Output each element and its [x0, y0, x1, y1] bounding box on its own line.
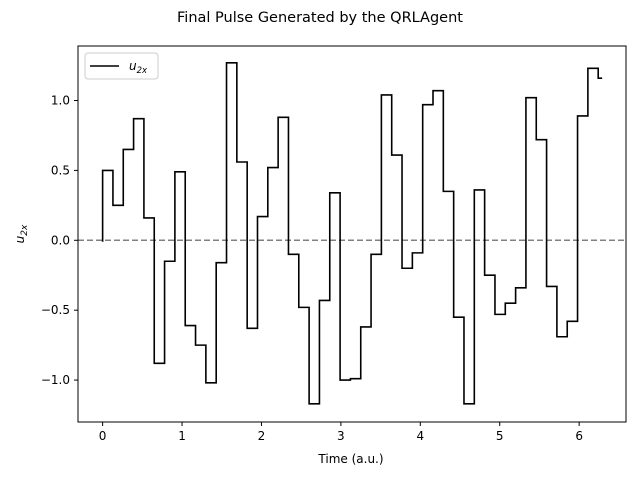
plot-area — [78, 61, 626, 405]
y-axis-title-main: u — [13, 235, 27, 243]
legend-label: u2x — [129, 59, 148, 76]
axes: 0 1 2 3 4 5 6 −1.0 −0.5 0.0 0.5 1.0 — [41, 45, 627, 443]
y-tick-label: 0.0 — [51, 233, 70, 247]
legend-label-main: u — [129, 59, 137, 73]
series-0 — [101, 61, 603, 405]
y-axis-title: u2x — [13, 224, 30, 243]
x-tick-label: 0 — [99, 429, 107, 443]
y-tick-label: −1.0 — [41, 373, 70, 387]
x-tick-label: 6 — [575, 429, 583, 443]
legend-box — [84, 52, 159, 80]
y-tick-label: 0.5 — [51, 163, 70, 177]
series-step-line — [101, 61, 603, 405]
x-tick-label: 2 — [258, 429, 266, 443]
y-tick-label: −0.5 — [41, 303, 70, 317]
chart-title: Final Pulse Generated by the QRLAgent — [177, 10, 463, 26]
legend-label-sub: 2x — [137, 66, 148, 76]
x-axis-title: Time (a.u.) — [317, 452, 383, 466]
x-tick-label: 5 — [496, 429, 504, 443]
x-tick-label: 3 — [337, 429, 345, 443]
y-tick-label: 1.0 — [51, 94, 70, 108]
x-tick-label: 4 — [416, 429, 424, 443]
axes-frame — [77, 45, 627, 423]
y-axis-title-sub: 2x — [20, 224, 30, 236]
x-tick-label: 1 — [178, 429, 186, 443]
legend: u2x — [84, 52, 159, 80]
